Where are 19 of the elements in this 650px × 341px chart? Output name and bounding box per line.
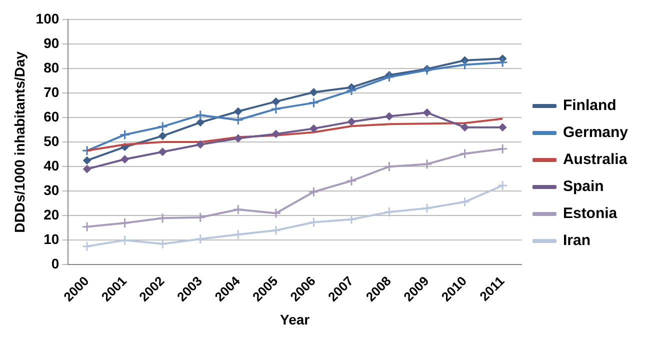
y-axis-title: DDDs/1000 inhabitants/Day (11, 51, 28, 233)
y-tick-label: 90 (44, 34, 60, 51)
y-tick-label: 100 (36, 10, 60, 26)
y-tick-label: 50 (44, 132, 60, 149)
legend-label: Iran (562, 232, 590, 250)
y-tick-label: 30 (44, 182, 60, 198)
x-axis-title: Year (280, 311, 310, 328)
legend-label: Australia (562, 151, 628, 168)
y-tick-label: 20 (44, 206, 60, 223)
legend-label: Finland (562, 97, 616, 114)
y-tick-label: 40 (44, 157, 60, 174)
y-tick-label: 80 (44, 59, 60, 76)
y-tick-label: 0 (51, 256, 60, 272)
y-tick-label: 10 (44, 231, 60, 248)
legend-label: Spain (562, 178, 604, 196)
legend-label: Estonia (562, 205, 618, 222)
y-tick-label: 70 (44, 84, 60, 100)
legend-label: Germany (562, 124, 629, 142)
y-tick-label: 60 (44, 108, 60, 124)
